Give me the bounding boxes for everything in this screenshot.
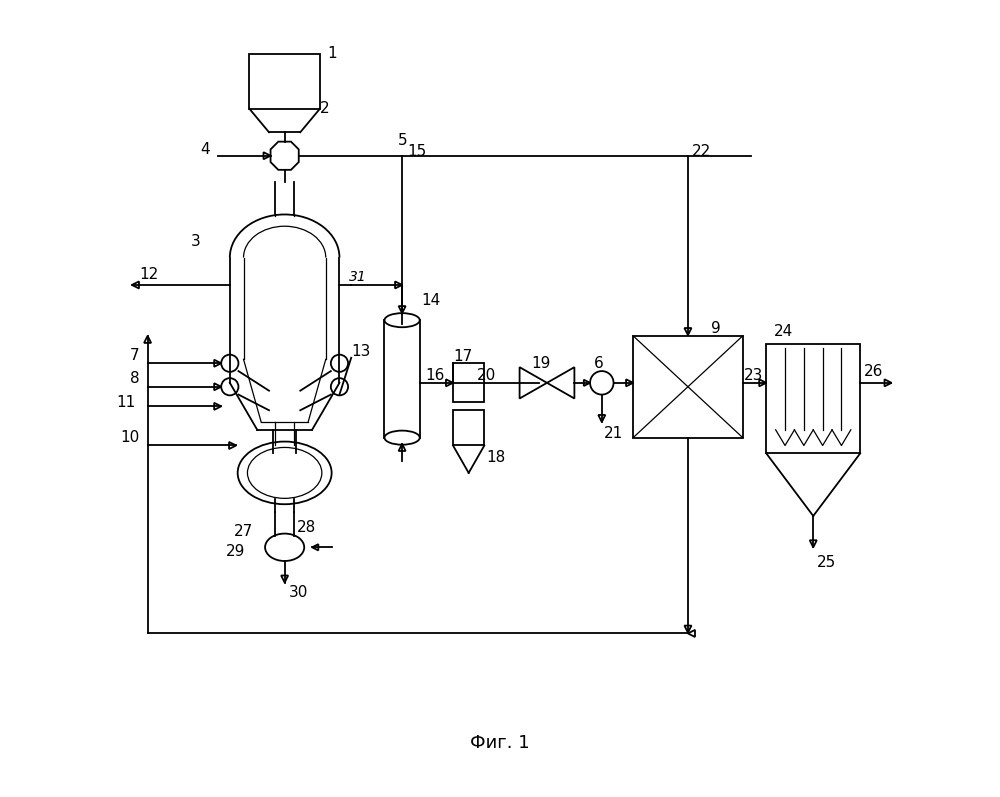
Text: Фиг. 1: Фиг. 1 — [470, 734, 530, 752]
Text: 7: 7 — [130, 348, 140, 363]
Text: 25: 25 — [817, 556, 836, 571]
Text: 10: 10 — [121, 430, 140, 446]
Text: 16: 16 — [426, 367, 445, 383]
Text: 13: 13 — [351, 344, 371, 359]
Text: 15: 15 — [408, 144, 427, 159]
Text: 29: 29 — [226, 544, 245, 559]
Text: 11: 11 — [117, 395, 136, 410]
Text: 31: 31 — [349, 270, 367, 284]
Text: 24: 24 — [774, 324, 793, 340]
Bar — [633, 336, 743, 438]
Text: 22: 22 — [692, 144, 711, 159]
Bar — [453, 410, 484, 446]
Text: 2: 2 — [320, 101, 330, 116]
Text: 12: 12 — [140, 267, 159, 282]
Text: 19: 19 — [531, 355, 551, 371]
Text: 23: 23 — [744, 367, 764, 383]
Text: 28: 28 — [296, 520, 316, 536]
Text: 1: 1 — [328, 46, 337, 61]
Text: 17: 17 — [453, 350, 472, 364]
Text: 5: 5 — [398, 133, 408, 148]
Text: 4: 4 — [201, 142, 210, 157]
Text: 3: 3 — [191, 234, 200, 249]
Text: 14: 14 — [422, 293, 441, 308]
Bar — [453, 363, 484, 402]
Bar — [249, 54, 320, 108]
Text: 9: 9 — [711, 320, 721, 336]
Bar — [766, 344, 860, 453]
Text: 18: 18 — [487, 450, 506, 465]
Text: 21: 21 — [604, 426, 623, 442]
Text: 20: 20 — [477, 367, 496, 383]
Text: 6: 6 — [594, 355, 604, 371]
Text: 8: 8 — [130, 371, 140, 387]
Text: 26: 26 — [864, 363, 884, 379]
Text: 30: 30 — [289, 585, 308, 600]
Text: 27: 27 — [234, 524, 253, 539]
